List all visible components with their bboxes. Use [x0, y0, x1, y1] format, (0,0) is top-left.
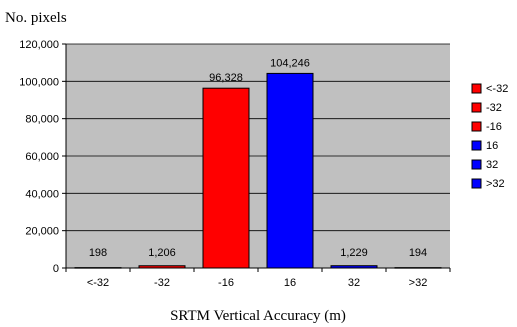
data-label: 198 [89, 247, 107, 259]
x-axis-ticks: <-32 -32 -16 16 32 >32 [65, 268, 451, 289]
y-axis-ticks: 0 20,000 40,000 60,000 80,000 100,000 120,000 [19, 39, 66, 275]
data-label: 96,328 [209, 72, 243, 84]
legend-label: -16 [486, 121, 502, 133]
gridlines [66, 43, 450, 232]
legend: <-32 -32 -16 16 32 >32 [471, 83, 508, 190]
legend-swatch [471, 83, 482, 94]
x-tick-label: >32 [409, 277, 428, 289]
y-tick-label: 0 [53, 263, 59, 275]
data-label: 1,229 [340, 247, 368, 259]
legend-swatch [471, 159, 482, 170]
x-tick-label: 16 [284, 277, 296, 289]
x-tick-label: -32 [154, 277, 170, 289]
data-label: 1,206 [148, 247, 176, 259]
bars [74, 72, 442, 269]
bar [202, 87, 250, 269]
legend-label: >32 [486, 178, 505, 190]
legend-label: 16 [486, 140, 498, 152]
y-tick-label: 40,000 [25, 188, 59, 200]
y-tick-label: 20,000 [25, 226, 59, 238]
y-tick-label: 120,000 [19, 39, 59, 51]
x-axis-title: SRTM Vertical Accuracy (m) [170, 308, 346, 324]
legend-label: <-32 [486, 83, 508, 95]
legend-swatch [471, 102, 482, 113]
data-label: 104,246 [270, 57, 310, 69]
y-tick-label: 60,000 [25, 151, 59, 163]
legend-swatch [471, 121, 482, 132]
legend-swatch [471, 140, 482, 151]
legend-label: -32 [486, 102, 502, 114]
x-tick-label: -16 [218, 277, 234, 289]
y-axis-title: No. pixels [5, 10, 67, 26]
legend-swatch [471, 178, 482, 189]
y-tick-label: 100,000 [19, 76, 59, 88]
x-tick-label: <-32 [87, 277, 109, 289]
y-tick-label: 80,000 [25, 114, 59, 126]
value-labels: 198 1,206 96,328 104,246 1,229 194 [89, 57, 427, 259]
data-label: 194 [409, 247, 427, 259]
bar [266, 72, 314, 269]
legend-label: 32 [486, 159, 498, 171]
x-tick-label: 32 [348, 277, 360, 289]
